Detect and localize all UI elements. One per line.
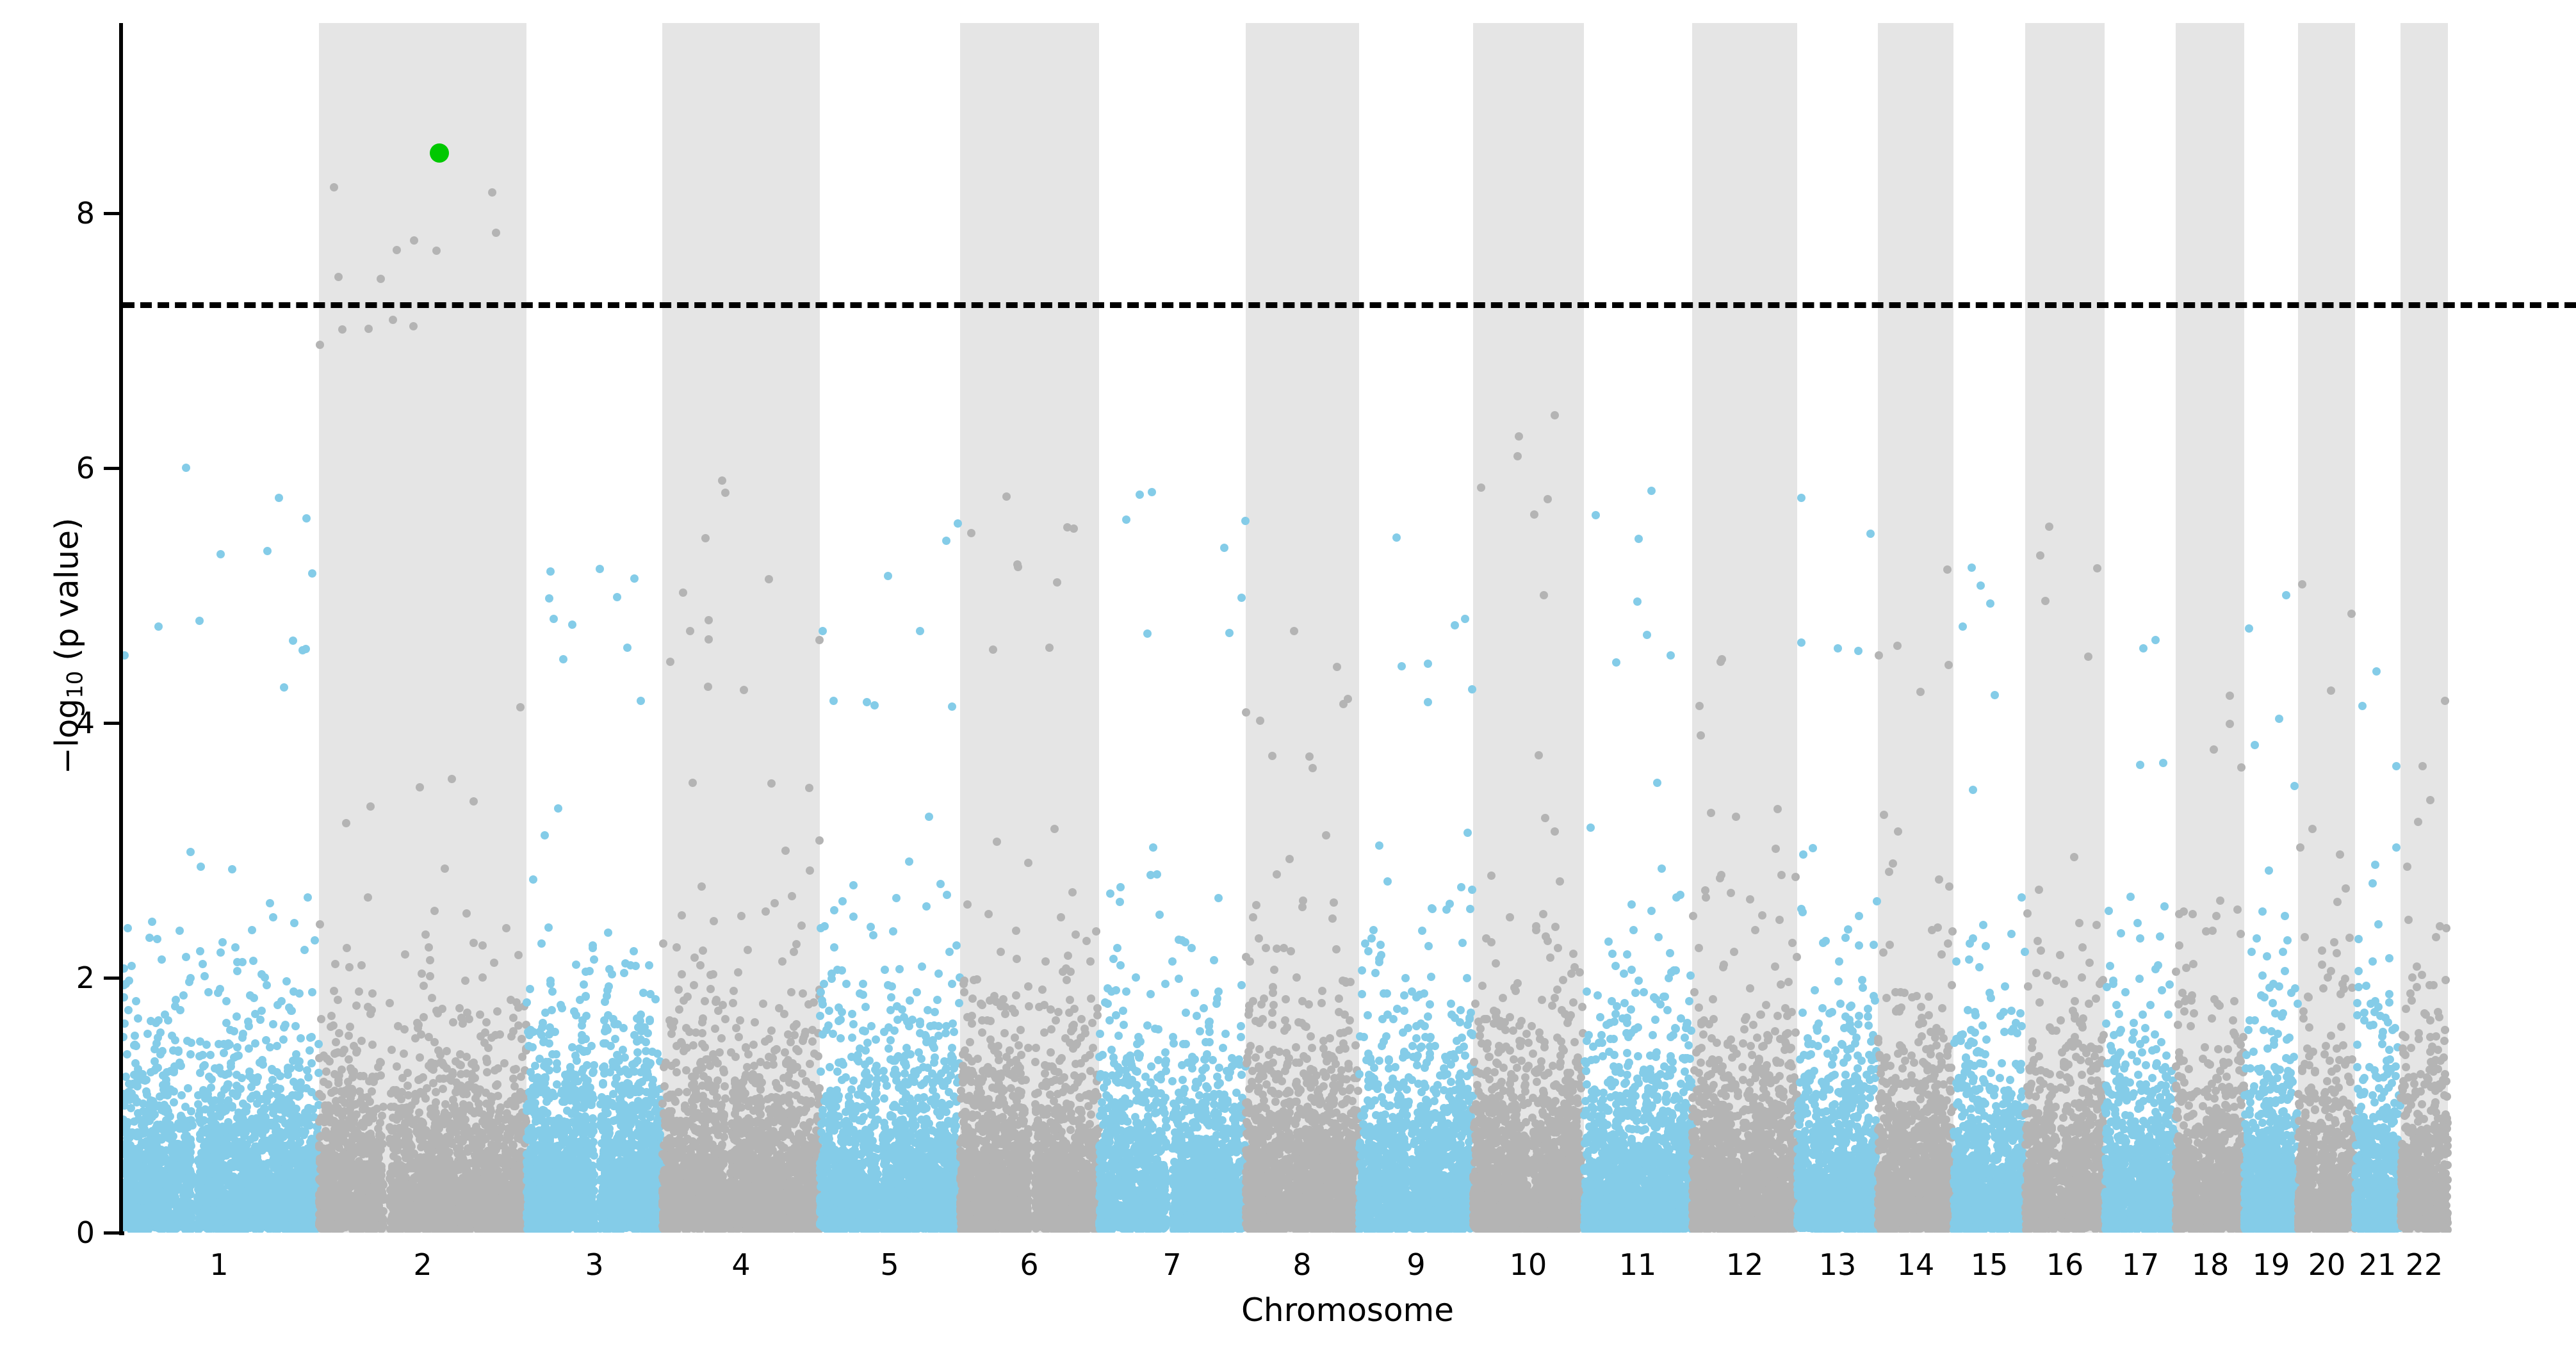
x-tick-label-chr10: 10 (1510, 1250, 1547, 1279)
y-tick-mark-0 (104, 1231, 119, 1235)
x-tick-label-chr12: 12 (1726, 1250, 1764, 1279)
x-tick-label-chr7: 7 (1162, 1250, 1181, 1279)
x-tick-label-chr17: 17 (2122, 1250, 2160, 1279)
y-tick-mark-2 (104, 977, 119, 980)
y-axis-title-subscript: 10 (63, 671, 88, 699)
y-tick-label-8: 8 (76, 199, 95, 228)
x-tick-label-chr18: 18 (2192, 1250, 2230, 1279)
x-tick-label-chr11: 11 (1619, 1250, 1657, 1279)
y-tick-mark-6 (104, 467, 119, 470)
x-tick-label-chr21: 21 (2359, 1250, 2397, 1279)
y-tick-mark-8 (104, 212, 119, 215)
x-tick-label-chr19: 19 (2253, 1250, 2290, 1279)
chromosome-band-14 (1878, 23, 1953, 1233)
y-tick-label-6: 6 (76, 453, 95, 483)
chromosome-band-18 (2176, 23, 2244, 1233)
y-axis-title-suffix: (p value) (48, 517, 85, 670)
y-tick-label-2: 2 (76, 963, 95, 993)
y-tick-label-0: 0 (76, 1218, 95, 1247)
x-tick-label-chr14: 14 (1897, 1250, 1935, 1279)
x-tick-label-chr6: 6 (1020, 1250, 1038, 1279)
x-tick-label-chr8: 8 (1292, 1250, 1311, 1279)
y-tick-label-4: 4 (76, 708, 95, 738)
x-tick-label-chr4: 4 (731, 1250, 750, 1279)
x-tick-label-chr3: 3 (585, 1250, 603, 1279)
x-tick-label-chr15: 15 (1971, 1250, 2009, 1279)
x-tick-label-chr2: 2 (413, 1250, 432, 1279)
x-tick-label-chr9: 9 (1406, 1250, 1425, 1279)
y-tick-mark-4 (104, 722, 119, 725)
chromosome-band-2 (319, 23, 526, 1233)
x-tick-label-chr13: 13 (1819, 1250, 1857, 1279)
x-axis-title: Chromosome (1241, 1294, 1454, 1326)
x-tick-label-chr16: 16 (2046, 1250, 2084, 1279)
x-tick-label-chr20: 20 (2308, 1250, 2346, 1279)
x-tick-label-chr5: 5 (880, 1250, 899, 1279)
y-axis-title: −log10 (p value) (51, 422, 86, 870)
x-tick-label-chr1: 1 (209, 1250, 228, 1279)
significance-threshold-line (123, 302, 2576, 308)
plot-area (123, 23, 2576, 1233)
x-tick-label-chr22: 22 (2406, 1250, 2443, 1279)
